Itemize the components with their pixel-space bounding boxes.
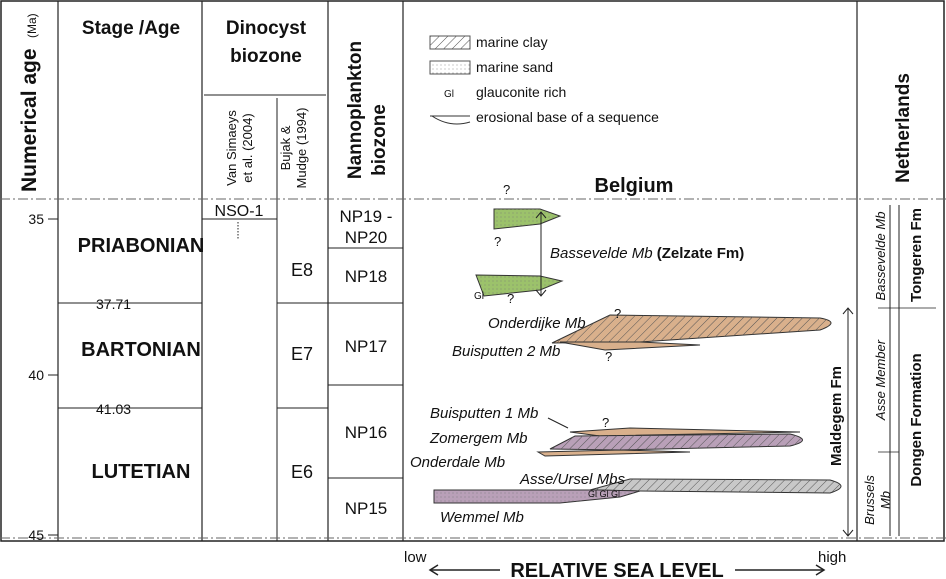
buisputten1-wedge bbox=[569, 427, 801, 437]
nl-bassevelde: Bassevelde Mb bbox=[873, 212, 888, 301]
legend-clay: marine clay bbox=[476, 34, 548, 50]
legend-gl-symbol: Gl bbox=[444, 89, 454, 100]
zone-np18: NP18 bbox=[345, 267, 388, 286]
gl-bassevelde: Gl bbox=[474, 291, 484, 302]
dinocyst-header-1: Dinocyst bbox=[226, 18, 307, 39]
netherlands-header: Netherlands bbox=[893, 73, 914, 183]
q-buisputten1: ? bbox=[602, 415, 609, 430]
bassevelde-name: Bassevelde Mb bbox=[550, 245, 653, 262]
nl-dongen: Dongen Formation bbox=[908, 353, 925, 486]
age-tick-45: 45 bbox=[28, 527, 44, 543]
wemmel-label: Wemmel Mb bbox=[440, 509, 524, 526]
buisputten1-label: Buisputten 1 Mb bbox=[430, 405, 538, 422]
q-buisputten2: ? bbox=[605, 349, 612, 364]
legend-erosional-symbol bbox=[430, 115, 471, 125]
nanno-header-2: biozone bbox=[369, 104, 390, 176]
onderdale-label: Onderdale Mb bbox=[410, 454, 505, 471]
zone-nso1: NSO-1 bbox=[215, 203, 264, 220]
zone-e6: E6 bbox=[291, 462, 313, 482]
age-unit: (Ma) bbox=[25, 13, 39, 38]
marker-37-71: 37.71 bbox=[96, 296, 131, 312]
legend-glauconite: glauconite rich bbox=[476, 84, 566, 100]
asseursel-label: Asse/Ursel Mbs bbox=[519, 471, 626, 488]
zone-e7: E7 bbox=[291, 344, 313, 364]
zone-e8: E8 bbox=[291, 260, 313, 280]
zone-np20: NP20 bbox=[345, 228, 388, 247]
vansimaeys-header-1: Van Simaeys bbox=[224, 110, 239, 186]
zelzate-name: (Zelzate Fm) bbox=[657, 245, 745, 262]
stage-lutetian: LUTETIAN bbox=[92, 461, 191, 483]
zone-np17: NP17 bbox=[345, 337, 388, 356]
age-tick-40: 40 bbox=[28, 367, 44, 383]
q-gl: ? bbox=[507, 291, 514, 306]
zone-np16: NP16 bbox=[345, 423, 388, 442]
legend-sand: marine sand bbox=[476, 59, 553, 75]
nl-brussels-2: Mb bbox=[878, 491, 893, 509]
q-mid: ? bbox=[494, 234, 501, 249]
legend-clay-swatch bbox=[429, 35, 471, 50]
legend: marine clay marine sand Gl glauconite ri… bbox=[429, 34, 659, 125]
maldegem-label: Maldegem Fm bbox=[828, 366, 845, 466]
onderdijke-label: Onderdijke Mb bbox=[488, 315, 586, 332]
dinocyst-header-2: biozone bbox=[230, 46, 302, 67]
bassevelde-lower-wedge-dots bbox=[476, 275, 562, 296]
axis-low: low bbox=[404, 549, 427, 566]
legend-sand-swatch bbox=[429, 60, 471, 75]
zomergem-label: Zomergem Mb bbox=[429, 430, 528, 447]
axis-title: RELATIVE SEA LEVEL bbox=[510, 560, 723, 579]
stage-header: Stage /Age bbox=[82, 18, 180, 39]
nl-asse: Asse Member bbox=[873, 339, 888, 421]
buisputten2-label: Buisputten 2 Mb bbox=[452, 343, 560, 360]
bujak-header-1: Bujak & bbox=[278, 125, 293, 170]
bassevelde-label: Bassevelde Mb (Zelzate Fm) bbox=[550, 245, 744, 262]
onderdale-wedge bbox=[536, 449, 691, 457]
zone-np19: NP19 - bbox=[340, 207, 393, 226]
vansimaeys-header-2: et al. (2004) bbox=[240, 113, 255, 182]
age-header: Numerical age bbox=[18, 48, 41, 192]
axis-high: high bbox=[818, 549, 846, 566]
bassevelde-upper-wedge-dots bbox=[494, 209, 560, 229]
q-top: ? bbox=[503, 182, 510, 197]
q-onderdijke: ? bbox=[614, 306, 621, 321]
nl-brussels-1: Brussels bbox=[862, 475, 877, 525]
nanno-header-1: Nannoplankton bbox=[345, 41, 366, 179]
zone-np15: NP15 bbox=[345, 499, 388, 518]
stage-priabonian: PRIABONIAN bbox=[78, 235, 205, 257]
marker-41-03: 41.03 bbox=[96, 401, 131, 417]
stage-bartonian: BARTONIAN bbox=[81, 339, 201, 361]
belgium-header: Belgium bbox=[595, 175, 674, 197]
gl-triple: Gl Gl Gl bbox=[588, 489, 620, 499]
bujak-header-2: Mudge (1994) bbox=[294, 108, 309, 189]
age-tick-35: 35 bbox=[28, 211, 44, 227]
legend-erosional: erosional base of a sequence bbox=[476, 109, 659, 125]
nl-tongeren: Tongeren Fm bbox=[908, 208, 925, 302]
